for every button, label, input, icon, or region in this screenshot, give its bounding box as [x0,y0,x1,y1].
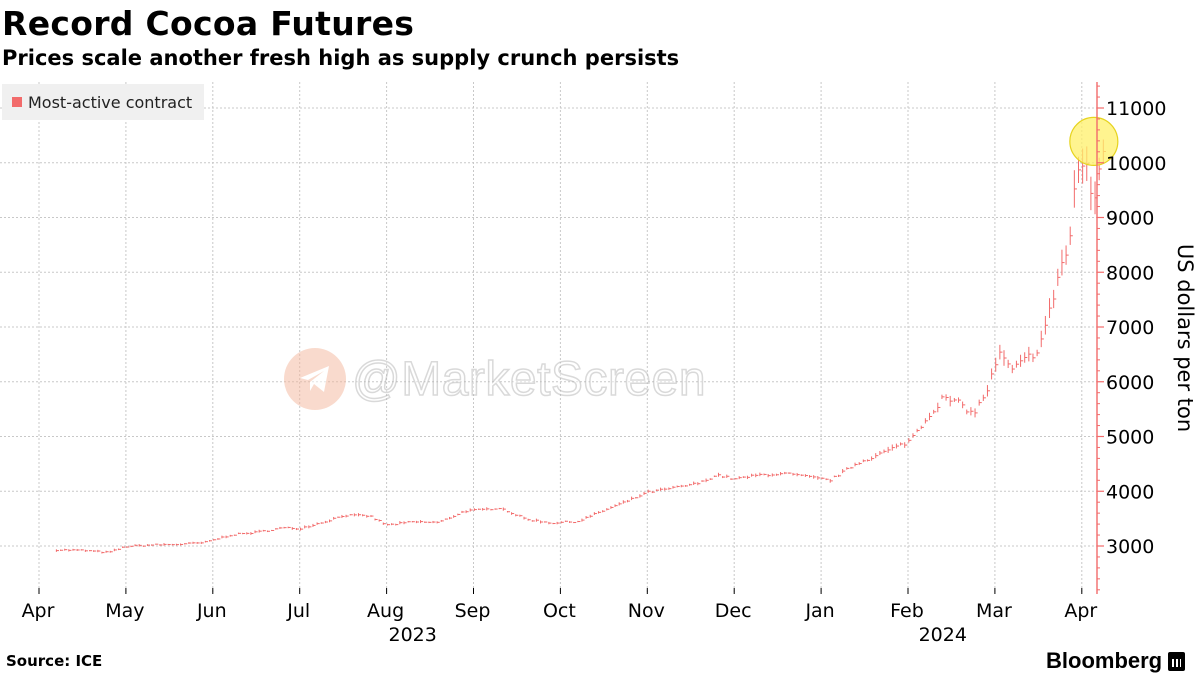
x-tick-label: May [105,600,144,622]
source-note: Source: ICE [6,652,103,670]
brand-name: Bloomberg [1046,648,1163,673]
grid-lines [0,82,1097,594]
y-tick-label: 5000 [1106,427,1154,449]
y-axis: 3000 4000 5000 6000 7000 8000 9000 10000 11000 US… [1096,82,1197,594]
y-tick-label: 3000 [1106,536,1154,558]
x-tick-label: Oct [543,600,576,622]
legend: Most-active contract [2,84,204,120]
y-tick-label: 6000 [1106,372,1154,394]
price-series [55,139,1106,554]
watermark: @MarketScreen [284,348,706,410]
y-tick-label: 11000 [1106,98,1166,120]
y-axis-label: US dollars per ton [1173,244,1197,432]
x-tick-label: Jul [286,600,310,622]
legend-swatch [12,97,22,107]
x-year-label: 2024 [919,624,967,646]
y-tick-label: 4000 [1106,481,1154,503]
x-tick-label: Feb [890,600,924,622]
chart-subtitle: Prices scale another fresh high as suppl… [2,46,680,70]
x-tick-label: Nov [628,600,665,622]
chart-title: Record Cocoa Futures [2,4,415,43]
x-tick-label: Apr [22,600,55,622]
x-axis-labels: Apr May Jun Jul Aug Sep Oct Nov Dec Jan Feb Mar Apr 2… [22,600,1098,646]
legend-label: Most-active contract [28,92,193,112]
watermark-text: @MarketScreen [351,352,707,407]
telegram-plane-icon [284,348,346,410]
record-high-highlight [1069,116,1119,166]
x-tick-label: Dec [715,600,752,622]
x-year-label: 2023 [388,624,436,646]
y-tick-label: 7000 [1106,317,1154,339]
x-tick-label: Jan [804,600,834,622]
y-tick-label: 8000 [1106,262,1154,284]
y-tick-label: 9000 [1106,208,1154,230]
bloomberg-chart-icon [1168,651,1186,671]
brand-logo: Bloomberg [1046,648,1186,674]
x-tick-label: Aug [367,600,404,622]
x-tick-label: Jun [196,600,227,622]
highlight-layer [1069,116,1119,166]
x-tick-label: Sep [455,600,491,622]
y-tick-label: 10000 [1106,153,1166,175]
x-tick-label: Mar [976,600,1012,622]
x-tick-label: Apr [1064,600,1097,622]
